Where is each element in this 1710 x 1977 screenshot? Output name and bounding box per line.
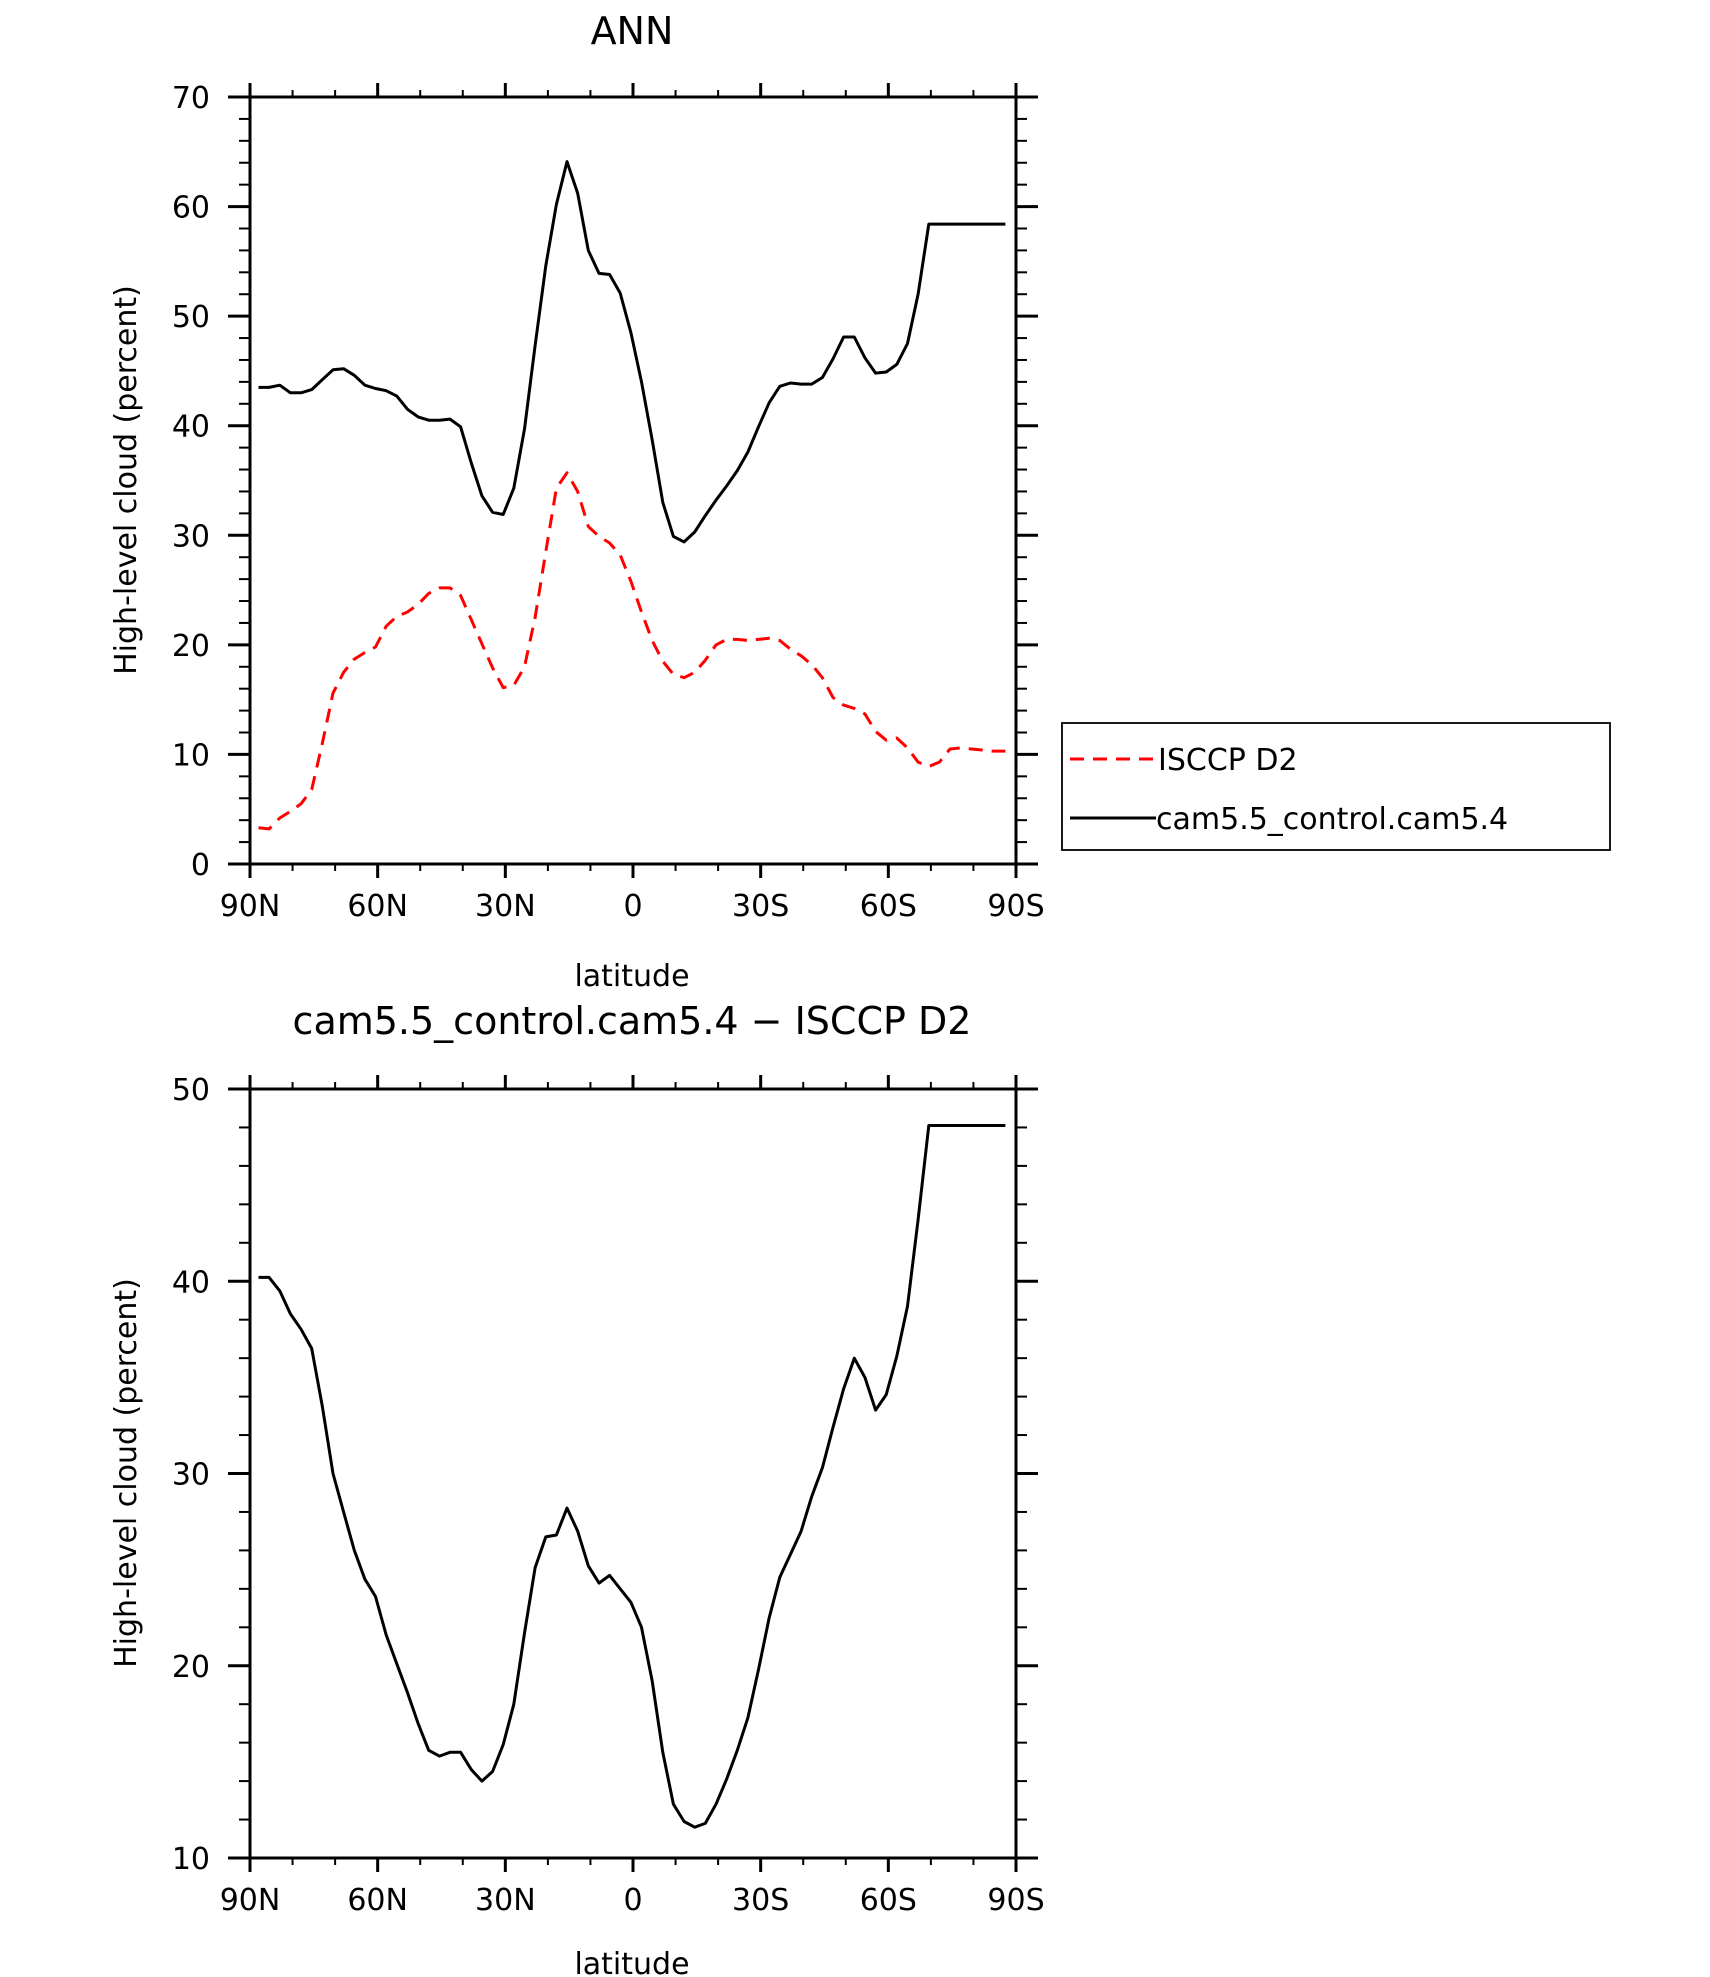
bottom-x-tick-label: 90N — [220, 1883, 281, 1918]
top-y-tick-label: 30 — [172, 519, 210, 554]
top-y-tick-label: 20 — [172, 629, 210, 664]
top-x-tick-label: 60S — [860, 889, 917, 924]
bottom-y-tick-label: 50 — [172, 1073, 210, 1108]
top-x-tick-label: 30S — [732, 889, 789, 924]
legend-label-isccp-d2: ISCCP D2 — [1158, 743, 1298, 778]
bottom-chart-series — [258, 1124, 1006, 1829]
bottom-chart-title: cam5.5_control.cam5.4 − ISCCP D2 — [293, 999, 972, 1043]
bottom-x-tick-label: 60S — [860, 1883, 917, 1918]
top-x-tick-label: 90S — [987, 889, 1044, 924]
bottom-x-tick-label: 30N — [475, 1883, 536, 1918]
top-chart-title: ANN — [591, 9, 674, 53]
legend-box — [1061, 722, 1611, 851]
bottom-chart-x-axis-label: latitude — [574, 1947, 689, 1977]
bottom-series-line-difference — [258, 1124, 1006, 1829]
bottom-chart: cam5.5_control.cam5.4 − ISCCP D2 90N 60N 3… — [109, 999, 1045, 1977]
top-chart-y-axis-label: High-level cloud (percent) — [109, 285, 144, 675]
top-chart-x-axis-label: latitude — [574, 959, 689, 994]
top-series-line-isccp-d2 — [258, 471, 1006, 831]
top-y-tick-label: 10 — [172, 738, 210, 773]
top-y-tick-label: 50 — [172, 300, 210, 335]
top-x-tick-label: 90N — [220, 889, 281, 924]
top-chart-ticks: 90N 60N 30N 0 30S 60S 90S 0 10 20 30 40 50 60 70 — [172, 81, 1045, 924]
top-y-tick-label: 0 — [191, 848, 210, 883]
bottom-x-tick-label: 30S — [732, 1883, 789, 1918]
top-series-line-cam5-5-control-cam5-4 — [258, 160, 1006, 544]
top-x-tick-label: 60N — [347, 889, 408, 924]
bottom-y-tick-label: 10 — [172, 1842, 210, 1877]
top-chart-series — [258, 160, 1006, 831]
legend-label-cam5-5-control: cam5.5_control.cam5.4 — [1156, 802, 1508, 837]
legend: ISCCP D2 cam5.5_control.cam5.4 — [1061, 722, 1611, 851]
top-y-tick-label: 70 — [172, 81, 210, 116]
top-y-tick-label: 40 — [172, 410, 210, 445]
top-x-tick-label: 30N — [475, 889, 536, 924]
bottom-x-tick-label: 60N — [347, 1883, 408, 1918]
top-chart: ANN 90N 60N 30N 0 30S 60S 90S 0 10 20 30 40 50 60 70 l… — [109, 9, 1611, 994]
top-x-tick-label: 0 — [623, 889, 642, 924]
bottom-y-tick-label: 40 — [172, 1265, 210, 1300]
bottom-x-tick-label: 90S — [987, 1883, 1044, 1918]
top-y-tick-label: 60 — [172, 191, 210, 226]
bottom-chart-ticks: 90N 60N 30N 0 30S 60S 90S 10 20 30 40 50 — [172, 1073, 1045, 1918]
bottom-y-tick-label: 30 — [172, 1458, 210, 1493]
bottom-x-tick-label: 0 — [623, 1883, 642, 1918]
bottom-y-tick-label: 20 — [172, 1650, 210, 1685]
bottom-chart-y-axis-label: High-level cloud (percent) — [109, 1278, 144, 1668]
